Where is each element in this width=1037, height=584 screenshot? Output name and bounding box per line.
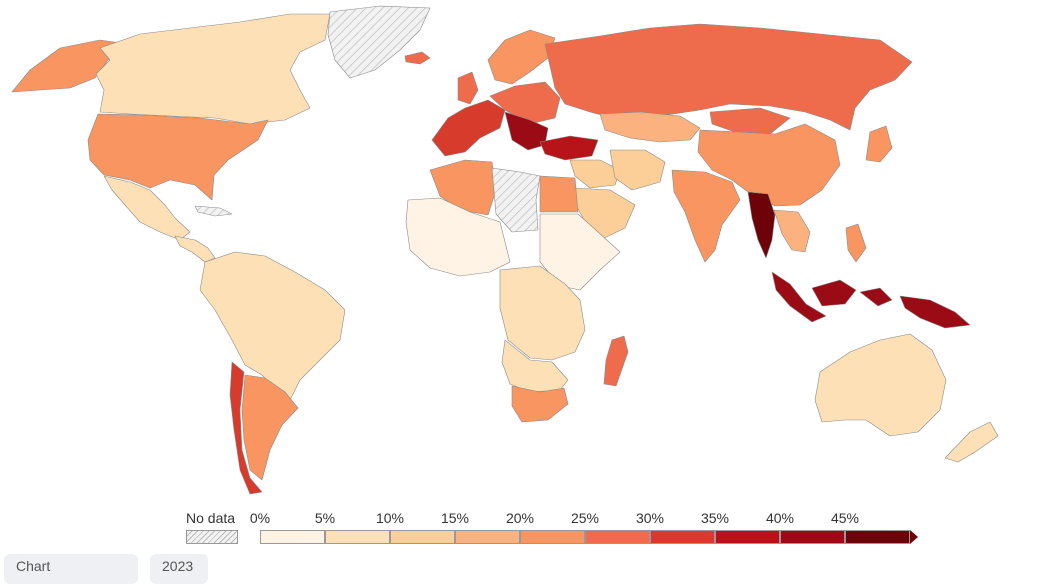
legend-tick-label: 15% bbox=[440, 510, 470, 526]
region-east-africa[interactable] bbox=[539, 213, 621, 291]
region-turkey[interactable] bbox=[539, 135, 599, 161]
no-data-swatch[interactable] bbox=[186, 530, 238, 544]
legend-arrow bbox=[910, 530, 918, 544]
legend-bin[interactable] bbox=[650, 530, 715, 544]
legend-tick-label: 25% bbox=[570, 510, 600, 526]
region-australia[interactable] bbox=[814, 333, 947, 437]
year-label: 2023 bbox=[162, 558, 194, 574]
region-central-africa[interactable] bbox=[499, 265, 586, 361]
legend-bin[interactable] bbox=[715, 530, 780, 544]
choropleth-map bbox=[11, 5, 999, 495]
region-iceland[interactable] bbox=[404, 51, 431, 65]
legend-bin[interactable] bbox=[585, 530, 650, 544]
region-india[interactable] bbox=[671, 169, 741, 263]
region-japan[interactable] bbox=[865, 125, 893, 163]
region-iran[interactable] bbox=[609, 149, 666, 191]
region-papua[interactable] bbox=[899, 295, 971, 329]
legend-tick-label: 5% bbox=[314, 510, 336, 526]
region-sahara-no-data[interactable] bbox=[491, 167, 541, 233]
world-map bbox=[11, 5, 999, 495]
region-indonesia[interactable] bbox=[771, 271, 893, 323]
region-south-africa[interactable] bbox=[511, 385, 569, 423]
region-greenland[interactable] bbox=[327, 5, 431, 79]
region-new-zealand[interactable] bbox=[944, 421, 999, 463]
legend-tick-label: 40% bbox=[765, 510, 795, 526]
region-central-america[interactable] bbox=[174, 235, 216, 263]
legend-tick-label: 20% bbox=[505, 510, 535, 526]
chart-tab-button[interactable]: Chart bbox=[4, 554, 138, 584]
region-mexico[interactable] bbox=[103, 175, 191, 241]
region-west-africa[interactable] bbox=[405, 197, 511, 277]
region-southeast-asia[interactable] bbox=[773, 209, 811, 253]
map-legend: No data 0% 5% 10% 15% 20% 25% 30% 35% 40% 45% bbox=[180, 506, 920, 548]
region-chile[interactable] bbox=[229, 361, 263, 495]
region-philippines[interactable] bbox=[845, 223, 867, 263]
region-eastern-europe[interactable] bbox=[489, 81, 561, 125]
region-china[interactable] bbox=[697, 123, 841, 207]
year-selector[interactable]: 2023 bbox=[150, 554, 208, 584]
region-north-africa-west[interactable] bbox=[429, 159, 497, 216]
legend-tick-label: 30% bbox=[635, 510, 665, 526]
legend-bin[interactable] bbox=[455, 530, 520, 544]
legend-bin[interactable] bbox=[780, 530, 845, 544]
legend-bin[interactable] bbox=[325, 530, 390, 544]
legend-tick-label: 0% bbox=[249, 510, 271, 526]
region-uk[interactable] bbox=[457, 71, 479, 105]
region-egypt[interactable] bbox=[539, 175, 579, 213]
region-western-europe[interactable] bbox=[431, 99, 506, 157]
region-usa[interactable] bbox=[87, 113, 269, 201]
region-canada[interactable] bbox=[95, 13, 331, 125]
region-madagascar[interactable] bbox=[603, 335, 629, 387]
legend-bin[interactable] bbox=[260, 530, 325, 544]
region-middle-east[interactable] bbox=[569, 159, 621, 189]
region-south-america[interactable] bbox=[199, 251, 346, 401]
legend-tick-label: 35% bbox=[700, 510, 730, 526]
legend-tick-label: 10% bbox=[375, 510, 405, 526]
region-myanmar[interactable] bbox=[747, 191, 776, 259]
legend-bin[interactable] bbox=[520, 530, 585, 544]
region-kazakhstan[interactable] bbox=[599, 111, 701, 143]
legend-bin[interactable] bbox=[390, 530, 455, 544]
chart-tab-label: Chart bbox=[16, 558, 51, 574]
legend-tick-label: 45% bbox=[830, 510, 860, 526]
bottom-control-bar: Chart 2023 bbox=[0, 551, 1037, 584]
region-caribbean[interactable] bbox=[194, 205, 233, 217]
legend-bin[interactable] bbox=[845, 530, 910, 544]
no-data-label: No data bbox=[186, 510, 236, 526]
region-argentina[interactable] bbox=[241, 374, 299, 481]
